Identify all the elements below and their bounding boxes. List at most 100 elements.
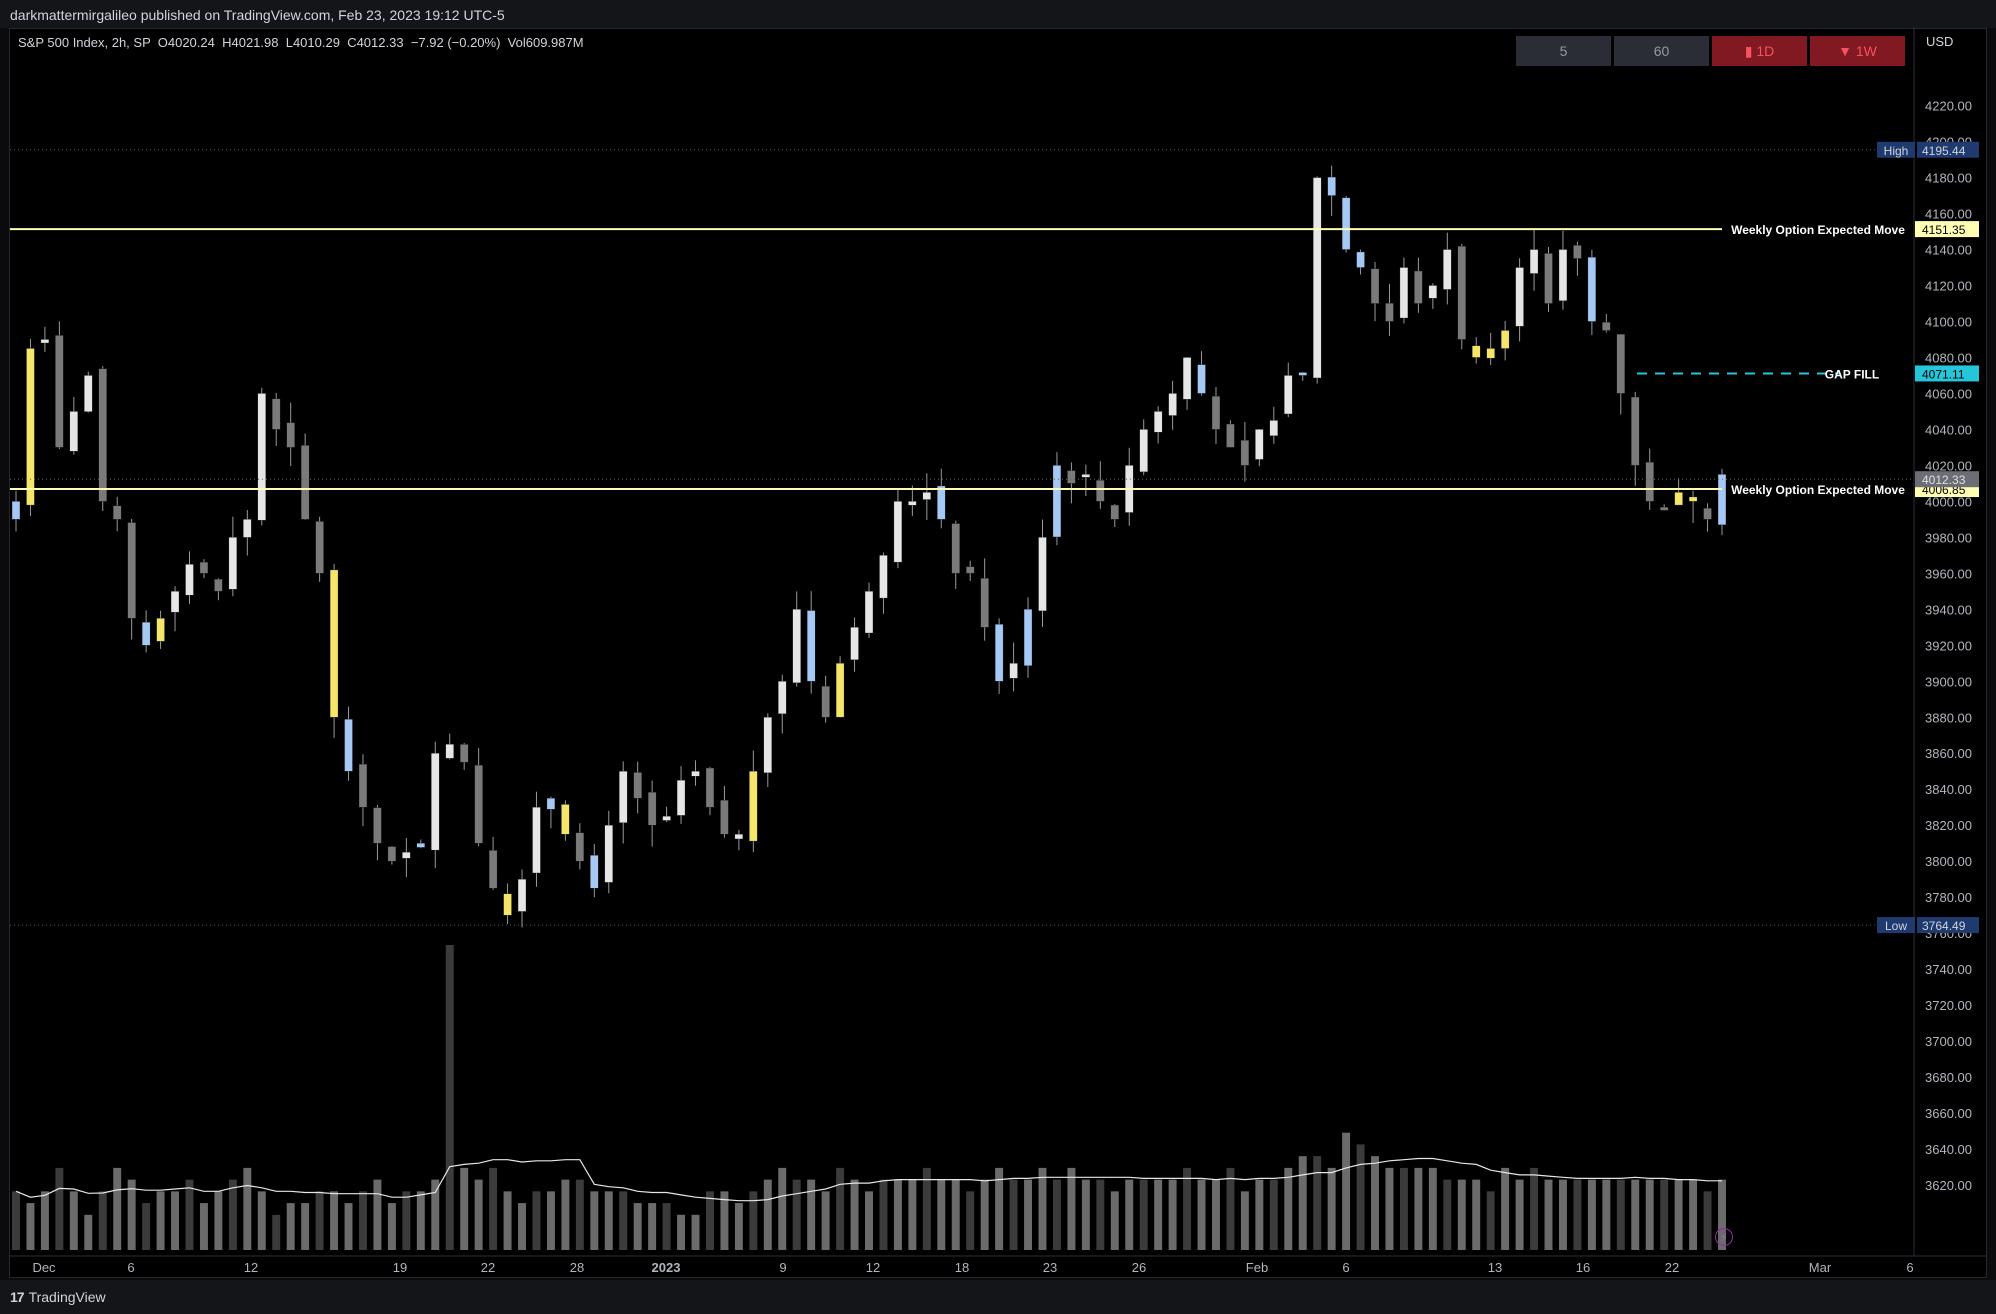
candle-body xyxy=(937,485,946,520)
candle-body xyxy=(864,591,874,634)
interval-buttons: 5 60 ▮ 1D ▼ 1W xyxy=(1516,36,1905,66)
volume-bar xyxy=(575,1179,584,1250)
x-tick-label: 6 xyxy=(1342,1260,1349,1275)
marker-value-bg xyxy=(1917,917,1979,934)
volume-bar xyxy=(1168,1179,1177,1250)
volume-moving-average-line xyxy=(15,1157,1722,1202)
volume-bar xyxy=(1024,1179,1033,1250)
candle-body xyxy=(373,807,382,844)
volume-bar xyxy=(445,945,454,1250)
candle-body xyxy=(763,717,772,773)
candle-body xyxy=(994,624,1004,682)
candle-body xyxy=(908,501,917,506)
legend-symbol[interactable]: S&P 500 Index, 2h, SP xyxy=(18,35,151,50)
volume-bar xyxy=(937,1179,946,1250)
volume-bar xyxy=(12,1191,20,1250)
volume-bar xyxy=(1689,1179,1698,1250)
volume-bar xyxy=(821,1191,830,1250)
volume-bar xyxy=(633,1203,642,1250)
candle-body xyxy=(228,537,237,590)
volume-bar xyxy=(156,1191,165,1250)
volume-bar xyxy=(1009,1179,1018,1250)
x-tick-label: 6 xyxy=(127,1260,134,1275)
candle-body xyxy=(980,578,989,628)
candle-body xyxy=(590,855,599,889)
volume-bar xyxy=(619,1191,628,1250)
y-tick-label: 3880.00 xyxy=(1925,710,1972,725)
candle-body xyxy=(503,893,512,916)
y-tick-label: 4040.00 xyxy=(1925,422,1972,437)
volume-bar xyxy=(532,1191,541,1250)
volume-bar xyxy=(257,1191,266,1250)
y-tick-label: 4060.00 xyxy=(1925,386,1972,401)
candle-body xyxy=(1110,504,1119,520)
volume-bar xyxy=(1284,1167,1293,1250)
volume-bar xyxy=(69,1191,78,1250)
volume-bar xyxy=(214,1191,223,1250)
x-tick-label: 18 xyxy=(955,1260,969,1275)
expected-move-label: Weekly Option Expected Move xyxy=(1731,483,1905,497)
candle-body xyxy=(69,411,78,452)
candle-body xyxy=(431,753,440,851)
candle-body xyxy=(1472,345,1481,358)
volume-bar xyxy=(1428,1167,1437,1250)
candle-body xyxy=(951,523,960,574)
footer-bar xyxy=(0,1280,1996,1314)
candle-body xyxy=(720,800,729,835)
candle-body xyxy=(1587,257,1597,322)
interval-5-button[interactable]: 5 xyxy=(1516,36,1611,66)
candle-body xyxy=(619,771,628,823)
candle-body xyxy=(286,422,295,448)
candle-body xyxy=(98,368,107,502)
x-tick-label: 22 xyxy=(481,1260,495,1275)
candle-body xyxy=(257,393,266,521)
volume-bar xyxy=(387,1203,396,1250)
volume-bar xyxy=(691,1214,700,1250)
candle-body xyxy=(691,771,700,777)
candle-body xyxy=(445,744,454,759)
candle-body xyxy=(1399,267,1409,319)
volume-bar xyxy=(1573,1179,1582,1250)
candle-body xyxy=(633,772,642,799)
lightning-icon[interactable]: ⚡ xyxy=(1715,1228,1733,1246)
y-tick-label: 3840.00 xyxy=(1925,782,1972,797)
currency-label[interactable]: USD xyxy=(1926,34,1954,49)
y-tick-label: 3680.00 xyxy=(1925,1070,1972,1085)
volume-bar xyxy=(1457,1179,1466,1250)
y-tick-label: 4100.00 xyxy=(1925,314,1972,329)
interval-60-button[interactable]: 60 xyxy=(1614,36,1709,66)
volume-bar xyxy=(865,1191,873,1250)
volume-bar xyxy=(734,1203,743,1250)
y-tick-label: 4020.00 xyxy=(1925,458,1972,473)
volume-bar xyxy=(26,1203,35,1250)
volume-bar xyxy=(228,1179,237,1250)
y-tick-label: 4160.00 xyxy=(1925,207,1972,222)
interval-1d-button[interactable]: ▮ 1D xyxy=(1712,36,1807,66)
volume-bar xyxy=(1183,1167,1192,1250)
volume-bar xyxy=(763,1179,772,1250)
candle-body xyxy=(604,825,613,883)
volume-bar xyxy=(1501,1167,1510,1250)
y-tick-label: 3640.00 xyxy=(1925,1142,1972,1157)
x-tick-label: 6 xyxy=(1906,1260,1913,1275)
candle-body xyxy=(879,555,888,599)
volume-bar xyxy=(503,1191,512,1250)
marker-value-bg xyxy=(1917,141,1979,158)
last-price-value-label: 4012.33 xyxy=(1922,473,1966,487)
interval-1w-button[interactable]: ▼ 1W xyxy=(1810,36,1905,66)
tradingview-logo[interactable]: 17 TradingView xyxy=(10,1289,106,1305)
y-tick-label: 4180.00 xyxy=(1925,171,1972,186)
volume-bar xyxy=(98,1191,107,1250)
x-tick-label: 26 xyxy=(1132,1260,1146,1275)
tradingview-logo-text: TradingView xyxy=(28,1289,106,1305)
candle-body xyxy=(488,850,498,889)
volume-bar xyxy=(1226,1167,1235,1250)
expected-move-value-label: 4151.35 xyxy=(1922,223,1966,237)
candle-body xyxy=(460,744,469,763)
volume-bar xyxy=(142,1203,151,1250)
candle-body xyxy=(1067,470,1076,484)
candle-body xyxy=(1298,372,1307,376)
candle-body xyxy=(55,335,64,448)
marker-tag-bg xyxy=(1877,917,1915,934)
